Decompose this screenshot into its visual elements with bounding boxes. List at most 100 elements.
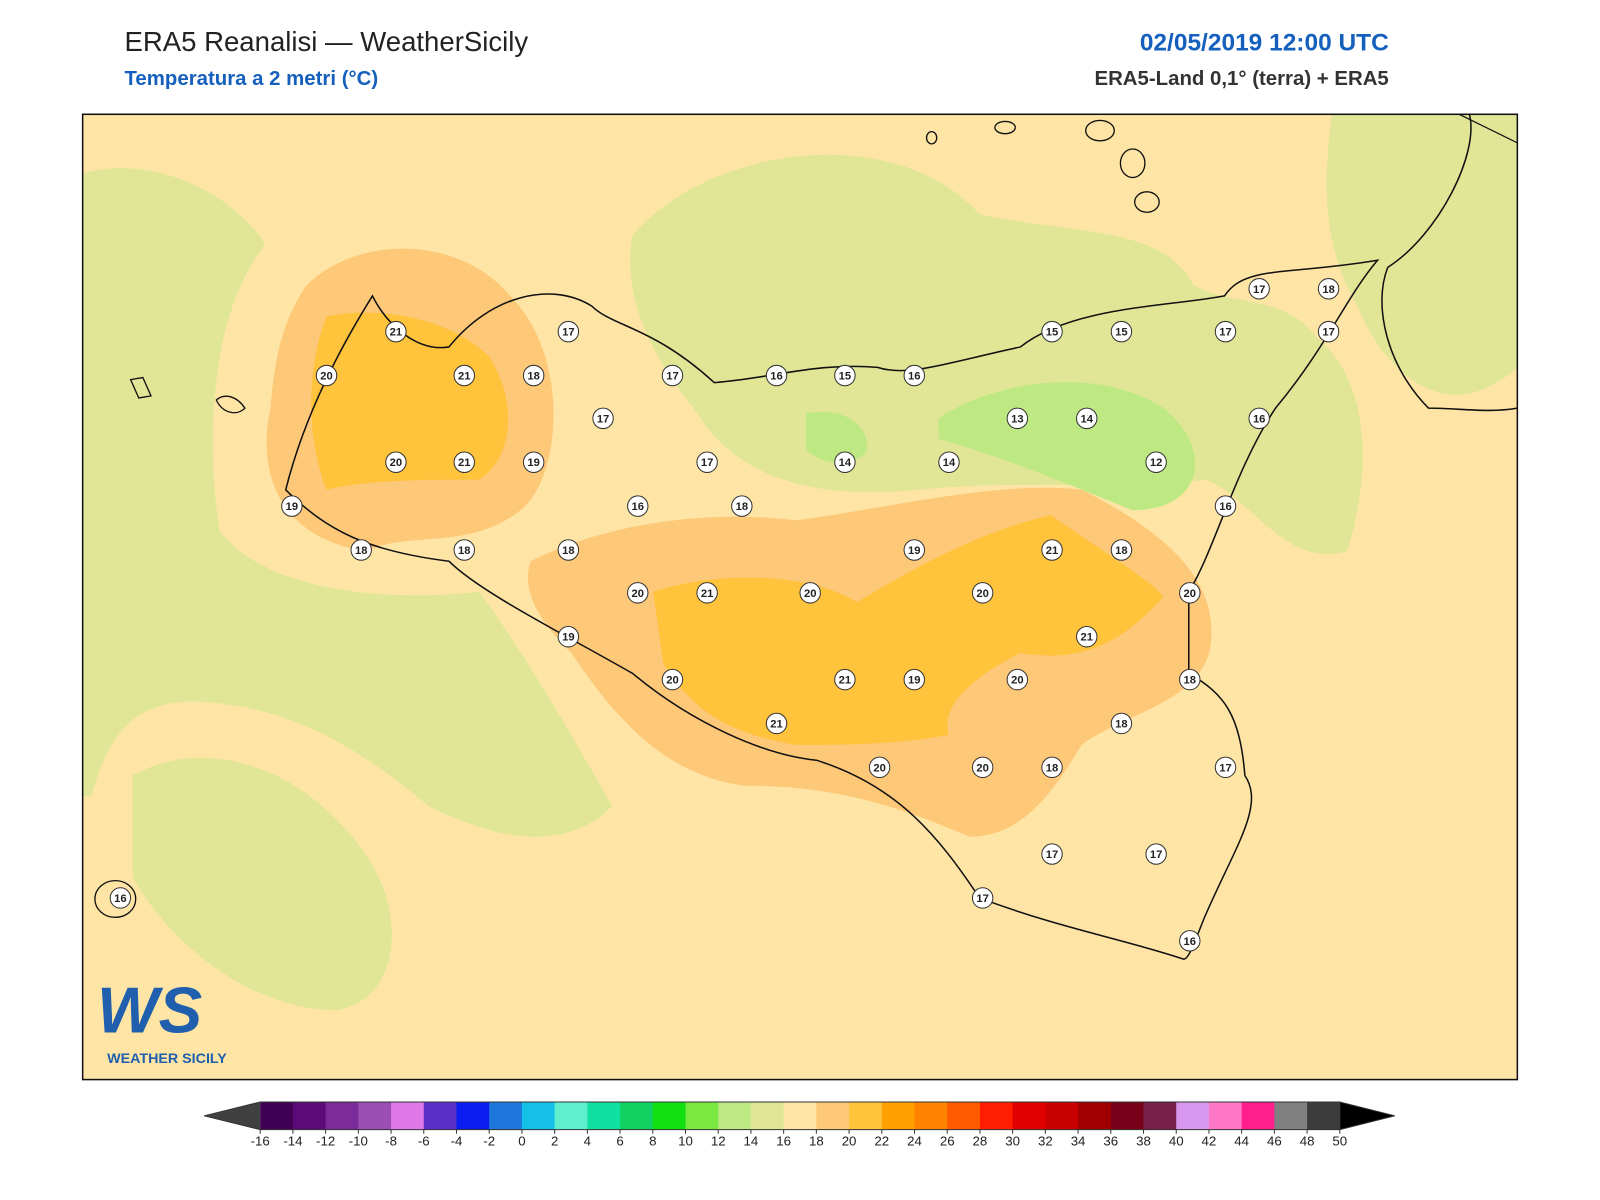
station-value: 18 — [1115, 545, 1127, 557]
station: 14 — [834, 451, 856, 473]
station-value: 20 — [320, 370, 332, 382]
station-marker — [453, 539, 475, 561]
colorbar-tick-label: 46 — [1267, 1133, 1282, 1148]
station-value: 17 — [1046, 849, 1058, 861]
station-value: 21 — [390, 327, 402, 339]
station-marker — [834, 668, 856, 691]
station-value: 16 — [1219, 501, 1231, 513]
station-marker — [522, 451, 545, 473]
colorbar-segment — [423, 1102, 458, 1130]
station: 21 — [1041, 539, 1063, 561]
station-value: 20 — [976, 588, 988, 600]
station-value: 15 — [1046, 327, 1058, 339]
station: 21 — [385, 320, 407, 343]
station-value: 21 — [1080, 632, 1092, 644]
colorbar-segment — [816, 1102, 850, 1130]
station-marker — [1179, 582, 1201, 604]
colorbar: -16 -14 -12 -10 -8 -6 -4 -2 0 2 4 6 8 10 12 14 16 18 20 22 2… — [203, 1101, 1396, 1148]
station-value: 21 — [701, 588, 713, 600]
colorbar-tick-label: 18 — [809, 1133, 824, 1148]
colorbar-segment — [849, 1102, 883, 1130]
station: 13 — [1006, 407, 1029, 430]
station-value: 21 — [1046, 545, 1058, 557]
station: 17 — [696, 451, 718, 473]
colorbar-segment — [489, 1102, 523, 1130]
station-marker — [834, 364, 856, 387]
station-marker — [1110, 320, 1133, 343]
station-marker — [903, 668, 925, 691]
station-value: 12 — [1150, 457, 1162, 469]
station-value: 17 — [1322, 327, 1334, 339]
station: 20 — [799, 582, 821, 604]
station-value: 18 — [458, 545, 470, 557]
station-value: 15 — [839, 370, 851, 382]
station-value: 17 — [1219, 327, 1231, 339]
station-marker — [696, 582, 718, 604]
station: 19 — [281, 495, 303, 517]
station-marker — [627, 495, 649, 517]
colorbar-segment — [1176, 1102, 1210, 1130]
colorbar-tick-label: 14 — [744, 1133, 759, 1148]
station-marker — [1248, 407, 1270, 430]
station-marker — [1317, 278, 1340, 300]
colorbar-segment — [881, 1102, 916, 1130]
station-marker — [1041, 843, 1063, 865]
station-value: 16 — [632, 501, 644, 513]
station: 20 — [385, 451, 407, 473]
station: 16 — [1214, 495, 1237, 517]
colorbar-segment — [947, 1102, 981, 1130]
station-marker — [1041, 756, 1063, 779]
station-value: 17 — [701, 457, 713, 469]
station-value: 21 — [458, 457, 470, 469]
station: 18 — [1110, 712, 1133, 735]
colorbar-segment — [1078, 1102, 1112, 1130]
title: ERA5 Reanalisi — WeatherSicily — [124, 26, 528, 57]
station-value: 19 — [908, 545, 920, 557]
station-marker — [627, 582, 649, 604]
station-value: 14 — [943, 457, 956, 469]
colorbar-tick-label: 32 — [1038, 1133, 1053, 1148]
station-marker — [453, 364, 475, 387]
station-value: 16 — [1184, 936, 1196, 948]
station-marker — [1006, 668, 1029, 691]
colorbar-segment — [325, 1102, 359, 1130]
station: 19 — [522, 451, 545, 473]
station: 16 — [627, 495, 649, 517]
station-value: 13 — [1011, 413, 1023, 425]
station-marker — [1006, 407, 1029, 430]
station: 19 — [903, 539, 925, 561]
station: 15 — [1110, 320, 1133, 343]
station-marker — [661, 364, 684, 387]
colorbar-under — [204, 1102, 261, 1130]
colorbar-segment — [1045, 1102, 1079, 1130]
station: 19 — [903, 668, 925, 691]
station: 20 — [1179, 582, 1201, 604]
station: 16 — [1179, 930, 1201, 952]
station-marker — [1076, 626, 1098, 648]
station-value: 19 — [562, 632, 574, 644]
station-marker — [1317, 320, 1340, 343]
station-value: 19 — [527, 457, 539, 469]
colorbar-segment — [718, 1102, 752, 1130]
colorbar-segment — [391, 1102, 425, 1130]
subtitle: Temperatura a 2 metri (°C) — [124, 68, 378, 90]
station-marker — [557, 626, 580, 648]
station: 21 — [1076, 626, 1098, 648]
station: 21 — [453, 451, 475, 473]
station-value: 20 — [1184, 588, 1196, 600]
station-marker — [765, 712, 788, 735]
station-value: 19 — [286, 501, 298, 513]
colorbar-tick-label: -4 — [451, 1133, 463, 1148]
station: 21 — [765, 712, 788, 735]
station-marker — [1041, 320, 1063, 343]
colorbar-tick-label: 22 — [874, 1133, 889, 1148]
station-marker — [661, 668, 684, 691]
colorbar-tick-label: 4 — [584, 1133, 591, 1148]
station-marker — [903, 539, 925, 561]
station-marker — [1214, 495, 1237, 517]
station: 17 — [1248, 278, 1270, 300]
station-value: 16 — [1253, 413, 1265, 425]
station-marker — [1145, 451, 1167, 473]
station-marker — [696, 451, 718, 473]
